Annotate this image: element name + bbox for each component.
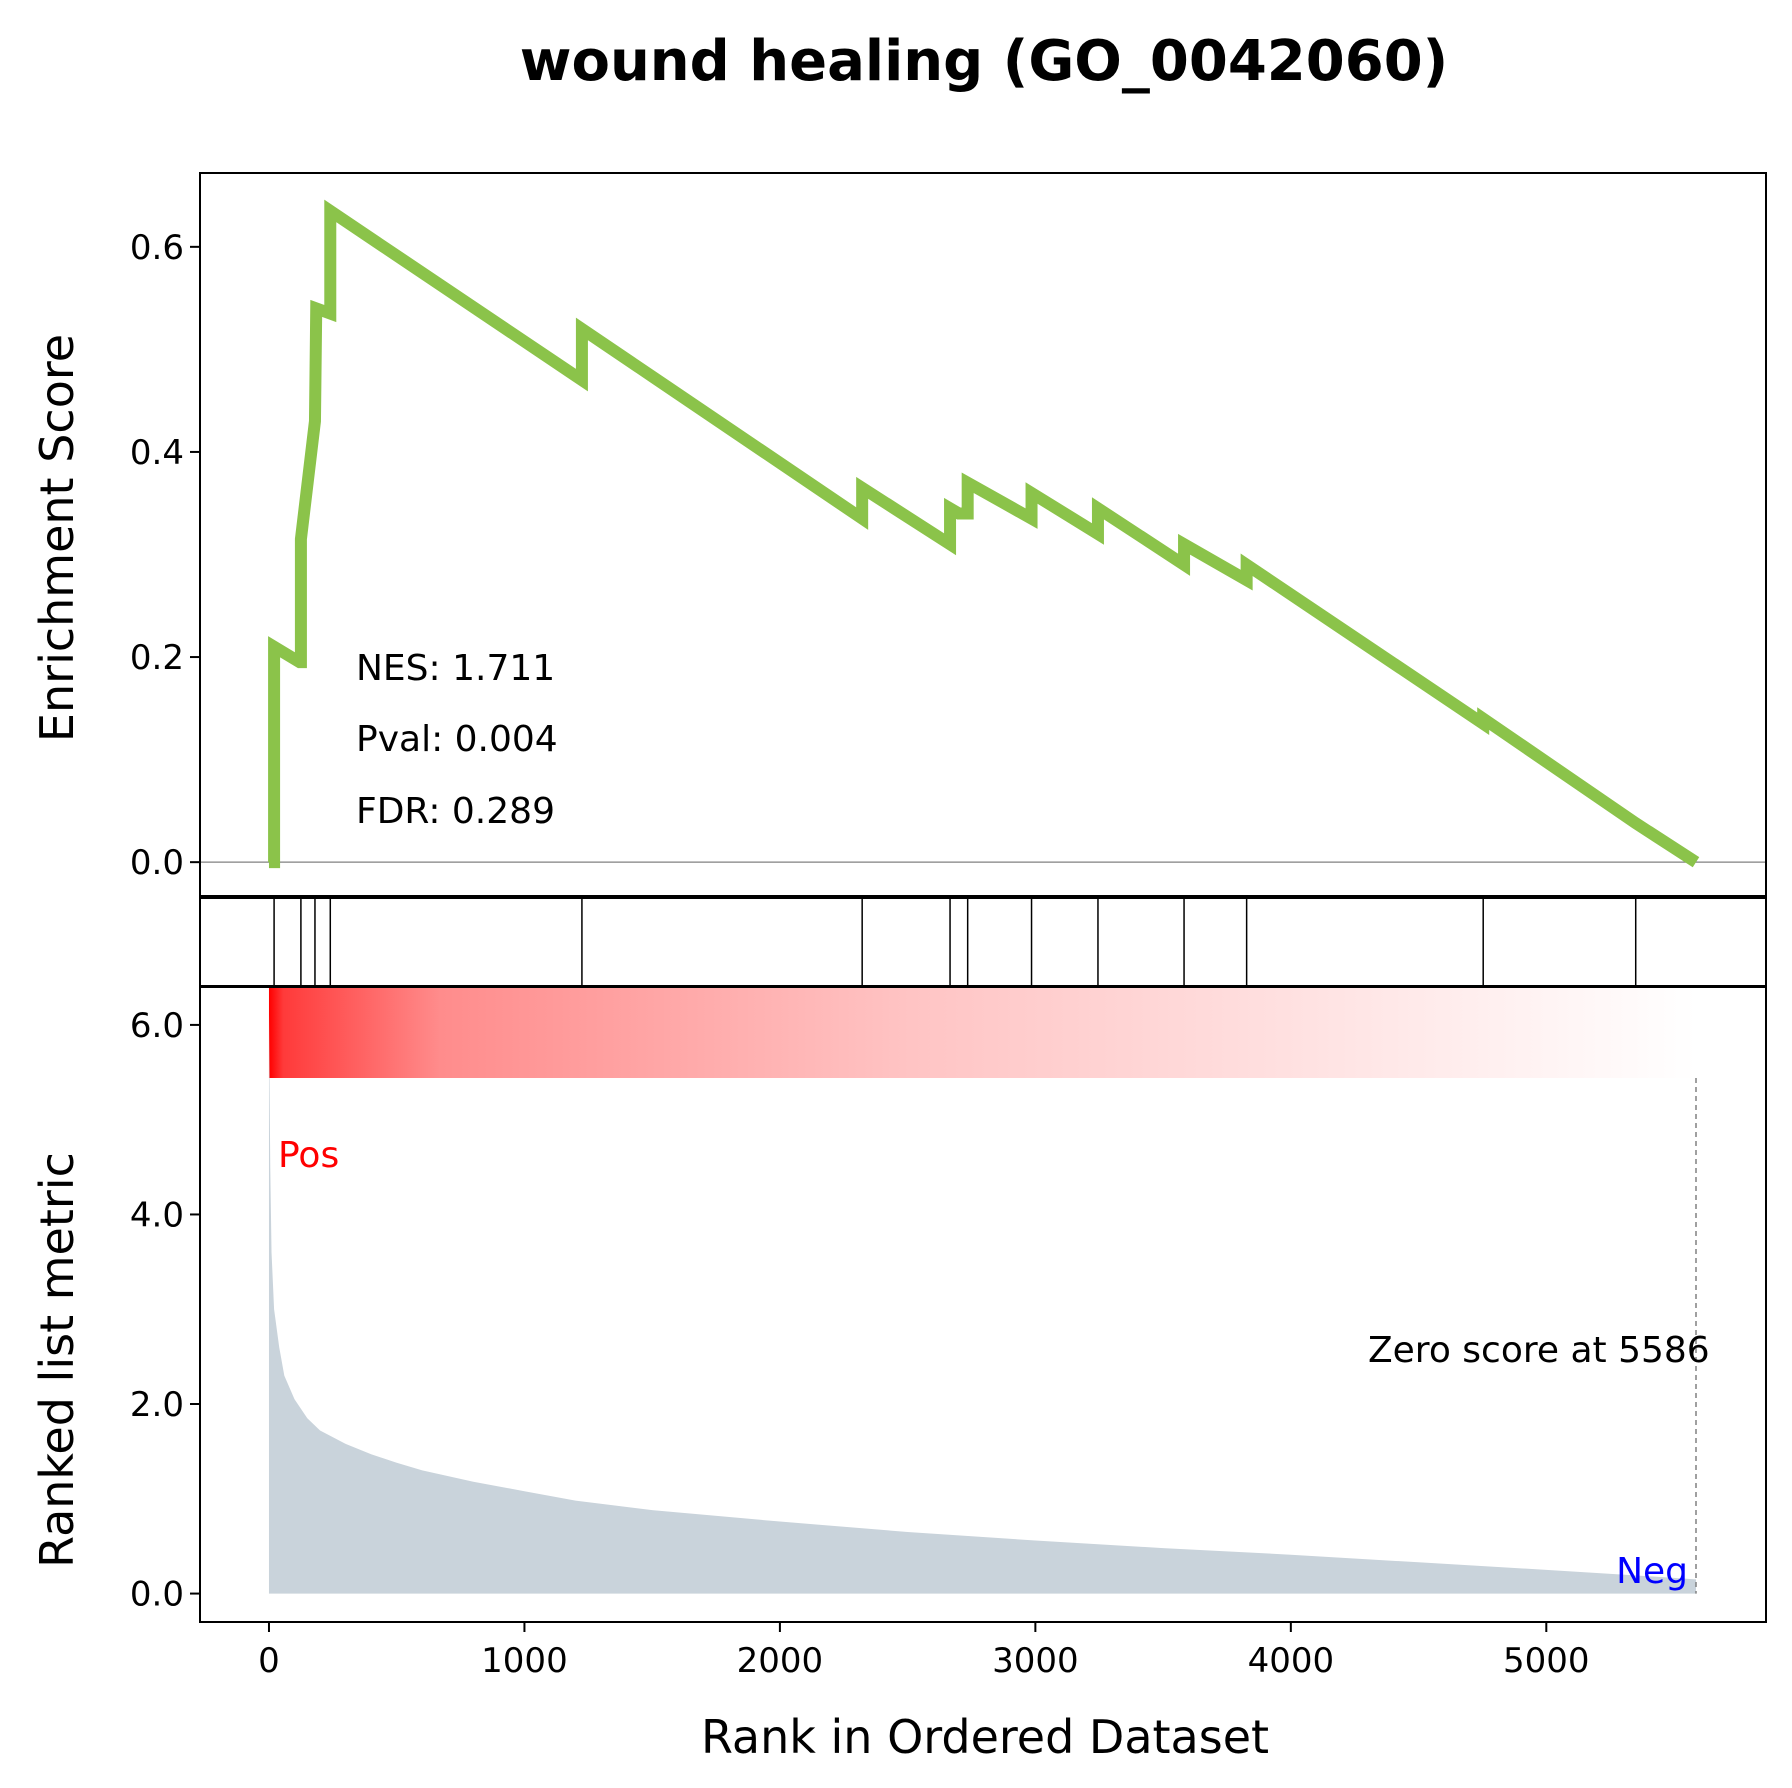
nes-stat: NES: 1.711 bbox=[356, 648, 555, 689]
hit-lines bbox=[273, 898, 1637, 986]
x-axis-label: Rank in Ordered Dataset bbox=[701, 1710, 1269, 1764]
es-axis-label: Enrichment Score bbox=[30, 334, 84, 742]
zero-score-label: Zero score at 5586 bbox=[1368, 1330, 1710, 1371]
hits-panel-frame bbox=[199, 897, 1767, 987]
es-panel-frame bbox=[199, 172, 1767, 897]
es-y-tick-label: 0.2 bbox=[130, 638, 184, 678]
pos-label: Pos bbox=[278, 1135, 339, 1176]
es-y-tick-label: 0.0 bbox=[130, 843, 184, 883]
x-tick-label: 3000 bbox=[992, 1641, 1079, 1681]
x-tick-label: 0 bbox=[258, 1641, 280, 1681]
chart-title: wound healing (GO_0042060) bbox=[520, 29, 1449, 94]
x-tick-label: 5000 bbox=[1503, 1641, 1590, 1681]
metric-axis-label: Ranked list metric bbox=[30, 1152, 84, 1568]
metric-panel: Pos Neg Zero score at 5586 0.02.04.06.0 … bbox=[130, 986, 1767, 1681]
es-y-tick-label: 0.4 bbox=[130, 433, 184, 473]
es-y-tick-label: 0.6 bbox=[130, 228, 184, 268]
es-panel: 0.0 0.2 0.4 0.6 NES: 1.711 Pval: 0.004 FDR:… bbox=[130, 172, 1767, 897]
metric-y-tick-label: 6.0 bbox=[130, 1006, 184, 1046]
metric-panel-frame bbox=[199, 986, 1767, 1623]
x-tick-label: 1000 bbox=[481, 1641, 568, 1681]
metric-y-tick-label: 4.0 bbox=[130, 1195, 184, 1235]
x-tick-label: 4000 bbox=[1248, 1641, 1335, 1681]
es-curve bbox=[268, 199, 1700, 869]
neg-label: Neg bbox=[1616, 1551, 1688, 1592]
fdr-stat: FDR: 0.289 bbox=[356, 791, 555, 832]
metric-area bbox=[268, 1010, 1697, 1594]
x-tick-label: 2000 bbox=[737, 1641, 824, 1681]
hits-panel bbox=[199, 897, 1767, 987]
metric-y-tick-label: 2.0 bbox=[130, 1385, 184, 1425]
es-y-ticks: 0.0 0.2 0.4 0.6 bbox=[130, 228, 200, 883]
metric-y-ticks: 0.0 2.0 4.0 6.0 bbox=[130, 1006, 200, 1615]
metric-y-tick-label: 0.0 bbox=[130, 1575, 184, 1615]
x-ticks: 0 1000 2000 3000 4000 5000 bbox=[258, 1622, 1590, 1681]
heatmap-bar bbox=[268, 987, 1697, 1078]
pval-stat: Pval: 0.004 bbox=[356, 719, 558, 760]
